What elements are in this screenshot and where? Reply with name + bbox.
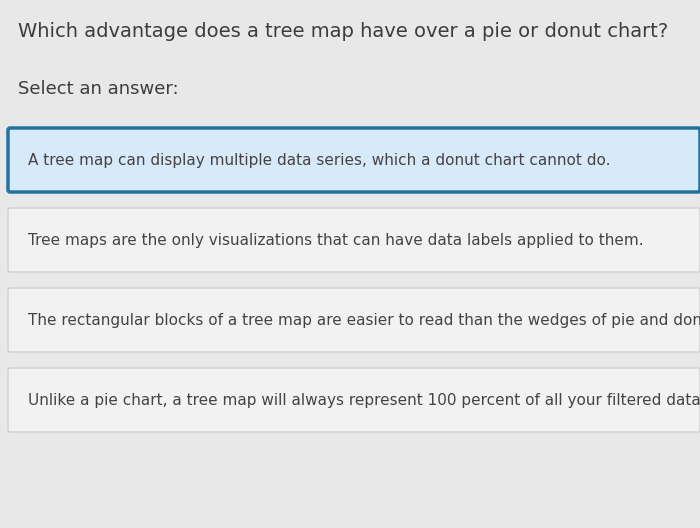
FancyBboxPatch shape xyxy=(8,208,700,272)
Text: Which advantage does a tree map have over a pie or donut chart?: Which advantage does a tree map have ove… xyxy=(18,22,668,41)
FancyBboxPatch shape xyxy=(8,288,700,352)
Text: Unlike a pie chart, a tree map will always represent 100 percent of all your fil: Unlike a pie chart, a tree map will alwa… xyxy=(28,392,700,408)
FancyBboxPatch shape xyxy=(8,128,700,192)
Text: The rectangular blocks of a tree map are easier to read than the wedges of pie a: The rectangular blocks of a tree map are… xyxy=(28,313,700,327)
Text: Select an answer:: Select an answer: xyxy=(18,80,178,98)
Text: A tree map can display multiple data series, which a donut chart cannot do.: A tree map can display multiple data ser… xyxy=(28,153,610,167)
FancyBboxPatch shape xyxy=(8,368,700,432)
Text: Tree maps are the only visualizations that can have data labels applied to them.: Tree maps are the only visualizations th… xyxy=(28,232,643,248)
